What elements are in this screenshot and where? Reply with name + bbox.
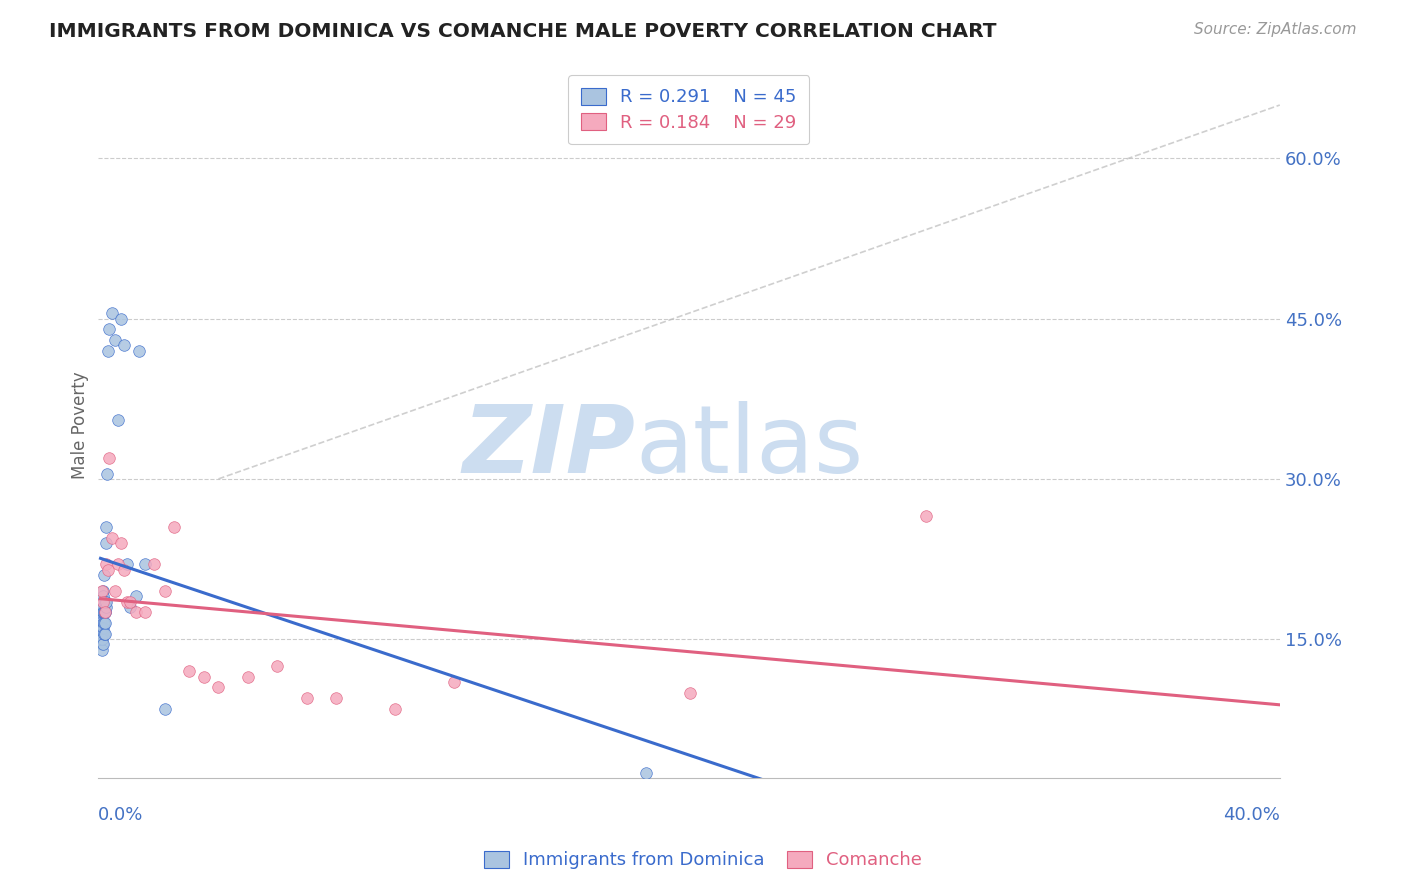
Point xyxy=(915,509,938,524)
Point xyxy=(107,558,129,572)
Point xyxy=(94,606,117,620)
Point xyxy=(101,306,124,320)
Point xyxy=(104,333,127,347)
Point xyxy=(94,595,117,609)
Y-axis label: Male Poverty: Male Poverty xyxy=(72,372,89,479)
Point xyxy=(384,701,406,715)
Point xyxy=(91,638,114,652)
Point xyxy=(91,590,114,604)
Point xyxy=(266,658,288,673)
Point xyxy=(104,584,127,599)
Point xyxy=(177,664,200,678)
Point xyxy=(155,584,177,599)
Point xyxy=(93,606,115,620)
Legend: Immigrants from Dominica, Comanche: Immigrants from Dominica, Comanche xyxy=(475,842,931,879)
Point xyxy=(96,536,118,550)
Point xyxy=(97,563,120,577)
Point xyxy=(93,616,115,631)
Point xyxy=(91,616,114,631)
Point xyxy=(90,622,112,636)
Point xyxy=(325,690,347,705)
Point xyxy=(94,595,117,609)
Point xyxy=(93,606,115,620)
Point xyxy=(118,600,141,615)
Text: ZIP: ZIP xyxy=(463,401,636,492)
Point xyxy=(634,765,657,780)
Text: Source: ZipAtlas.com: Source: ZipAtlas.com xyxy=(1194,22,1357,37)
Point xyxy=(96,520,118,534)
Point xyxy=(142,558,165,572)
Point xyxy=(93,595,115,609)
Legend: R = 0.291    N = 45, R = 0.184    N = 29: R = 0.291 N = 45, R = 0.184 N = 29 xyxy=(568,75,810,145)
Point xyxy=(236,669,259,683)
Point xyxy=(118,595,141,609)
Point xyxy=(163,520,186,534)
Point xyxy=(93,568,115,582)
Text: 0.0%: 0.0% xyxy=(97,806,143,824)
Point xyxy=(98,322,121,336)
Point xyxy=(115,558,138,572)
Point xyxy=(94,616,117,631)
Point xyxy=(90,606,112,620)
Point xyxy=(94,600,117,615)
Point xyxy=(91,606,114,620)
Point xyxy=(98,450,121,465)
Point xyxy=(93,627,115,641)
Point xyxy=(115,595,138,609)
Text: IMMIGRANTS FROM DOMINICA VS COMANCHE MALE POVERTY CORRELATION CHART: IMMIGRANTS FROM DOMINICA VS COMANCHE MAL… xyxy=(49,22,997,41)
Point xyxy=(93,606,115,620)
Point xyxy=(97,343,120,358)
Point xyxy=(91,627,114,641)
Point xyxy=(91,584,114,599)
Point xyxy=(443,674,465,689)
Point xyxy=(91,632,114,647)
Point xyxy=(94,606,117,620)
Point xyxy=(110,536,132,550)
Point xyxy=(110,311,132,326)
Point xyxy=(155,701,177,715)
Point xyxy=(125,606,148,620)
Point xyxy=(128,343,150,358)
Point xyxy=(679,685,702,699)
Point xyxy=(112,338,135,352)
Point xyxy=(91,642,114,657)
Point xyxy=(125,590,148,604)
Point xyxy=(90,627,112,641)
Point xyxy=(91,584,114,599)
Point xyxy=(93,627,115,641)
Text: atlas: atlas xyxy=(636,401,863,492)
Point xyxy=(96,467,118,481)
Point xyxy=(93,622,115,636)
Point xyxy=(295,690,318,705)
Point xyxy=(93,638,115,652)
Point xyxy=(134,606,156,620)
Point xyxy=(90,616,112,631)
Point xyxy=(107,413,129,427)
Point xyxy=(112,563,135,577)
Point xyxy=(101,531,124,545)
Point xyxy=(134,558,156,572)
Point xyxy=(207,680,229,694)
Point xyxy=(96,558,118,572)
Point xyxy=(91,606,114,620)
Text: 40.0%: 40.0% xyxy=(1223,806,1279,824)
Point xyxy=(193,669,215,683)
Point xyxy=(91,600,114,615)
